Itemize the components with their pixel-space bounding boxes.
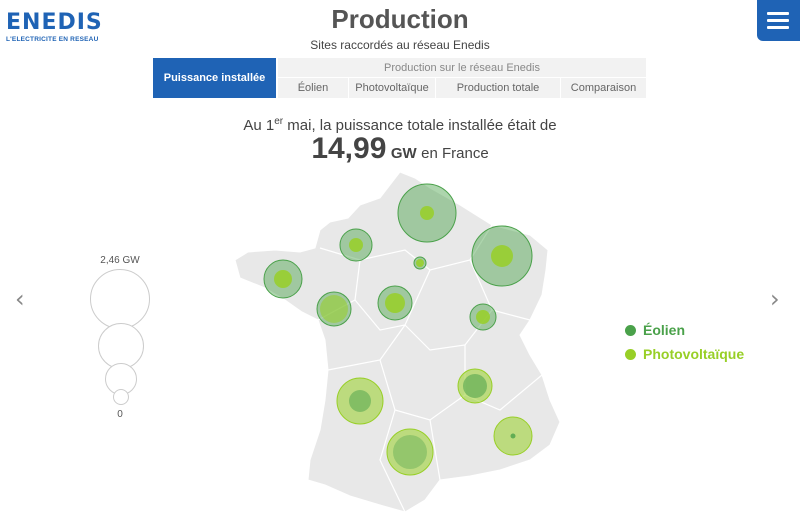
tab-comparaison[interactable]: Comparaison xyxy=(561,78,646,98)
legend-label-photovoltaique: Photovoltaïque xyxy=(643,346,745,362)
summary-headline: Au 1er mai, la puissance totale installé… xyxy=(0,116,800,134)
legend-item-eolien[interactable]: Éolien xyxy=(625,322,744,338)
site-inner xyxy=(476,310,490,324)
site-inner xyxy=(510,433,516,439)
site-inner xyxy=(274,270,292,288)
tab-photovoltaique[interactable]: Photovoltaïque xyxy=(349,78,435,98)
total-unit: GW xyxy=(390,145,417,162)
site-inner xyxy=(491,245,513,267)
site-outer[interactable] xyxy=(386,428,434,476)
chevron-left-icon[interactable]: ‹ xyxy=(15,285,25,313)
logo-wordmark: ENEDIS xyxy=(6,10,103,35)
site-inner xyxy=(349,238,363,252)
tab-bar: Puissance installée Production sur le ré… xyxy=(153,58,646,98)
size-legend-min-label: 0 xyxy=(117,409,123,420)
size-legend: 2,46 GW 0 xyxy=(80,255,160,425)
summary-suffix: mai, la puissance totale installée était… xyxy=(283,117,557,134)
total-value: 14,99 xyxy=(311,132,387,165)
site-inner xyxy=(393,435,427,469)
series-legend: Éolien Photovoltaïque xyxy=(625,322,744,370)
site-inner xyxy=(463,374,487,398)
size-legend-circle-medium xyxy=(98,323,144,369)
legend-label-eolien: Éolien xyxy=(643,322,686,338)
site-inner xyxy=(385,293,405,313)
size-legend-circle-large xyxy=(90,269,150,329)
summary-sup: er xyxy=(274,116,284,127)
tab-production-totale[interactable]: Production totale xyxy=(436,78,560,98)
france-outline xyxy=(234,171,561,513)
page-subtitle: Sites raccordés au réseau Enedis xyxy=(310,38,490,52)
legend-dot-eolien xyxy=(625,324,636,336)
menu-button[interactable] xyxy=(757,0,800,41)
site-inner xyxy=(349,390,371,412)
logo-tagline: L'ELECTRICITE EN RESEAU xyxy=(6,36,99,43)
tab-group-label: Production sur le réseau Enedis xyxy=(278,58,646,77)
legend-item-photovoltaique[interactable]: Photovoltaïque xyxy=(625,346,744,362)
hamburger-icon-line xyxy=(767,19,789,22)
hamburger-icon-line xyxy=(767,26,789,29)
enedis-logo[interactable]: ENEDIS L'ELECTRICITE EN RESEAU xyxy=(6,10,106,44)
production-sites xyxy=(263,183,533,476)
chevron-right-icon[interactable]: › xyxy=(770,285,780,313)
site-inner xyxy=(416,259,424,267)
france-map xyxy=(234,171,561,513)
legend-dot-photovoltaique xyxy=(625,348,636,360)
site-inner xyxy=(320,295,348,323)
size-legend-max-label: 2,46 GW xyxy=(100,255,140,266)
size-legend-circle-tiny xyxy=(113,389,129,405)
page-title: Production xyxy=(331,4,469,34)
tab-eolien[interactable]: Éolien xyxy=(278,78,348,98)
summary-prefix: Au 1 xyxy=(243,117,275,134)
site-inner xyxy=(420,206,434,220)
total-location: en France xyxy=(421,145,489,162)
summary-total: 14,99 GW en France xyxy=(0,132,800,166)
hamburger-icon xyxy=(767,12,789,15)
tab-puissance-installee[interactable]: Puissance installée xyxy=(153,58,276,98)
